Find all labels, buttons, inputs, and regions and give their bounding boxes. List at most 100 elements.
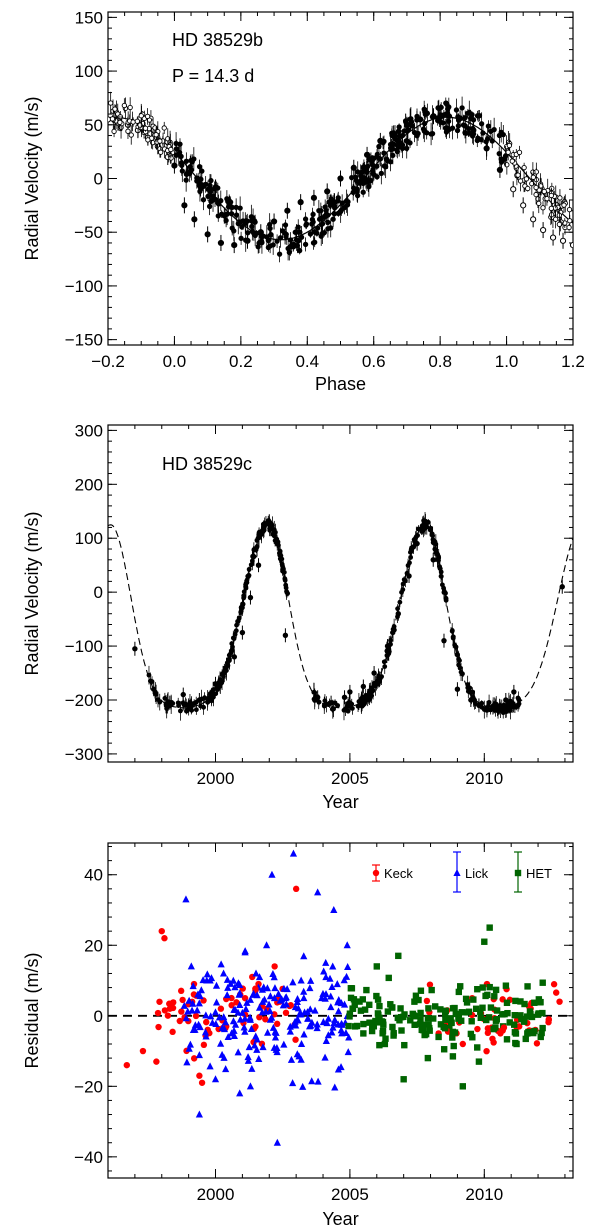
lick-point — [247, 1024, 256, 1032]
het-point — [442, 1007, 449, 1014]
data-point — [470, 695, 476, 700]
data-point — [381, 659, 387, 665]
data-point-open — [544, 195, 550, 202]
data-point — [315, 225, 321, 231]
lick-point — [230, 1026, 238, 1034]
het-point — [457, 983, 464, 990]
het-point — [451, 1029, 459, 1036]
data-point — [497, 703, 503, 709]
het-point — [389, 1023, 396, 1031]
data-point-open — [138, 113, 144, 119]
het-point — [376, 1014, 383, 1022]
lick-point — [304, 1014, 312, 1022]
data-point — [205, 699, 211, 705]
data-point — [430, 540, 436, 545]
keck-point — [550, 981, 558, 988]
lick-point — [240, 1023, 248, 1031]
het-point — [376, 1002, 383, 1010]
lick-point — [343, 941, 351, 949]
lick-point — [299, 1082, 307, 1090]
data-point — [415, 533, 421, 538]
keck-point — [161, 935, 168, 942]
data-point — [318, 221, 325, 228]
lick-point — [212, 981, 221, 989]
het-point — [385, 974, 392, 982]
plot-frame-2 — [107, 424, 574, 763]
lick-point — [236, 1089, 244, 1097]
data-point — [248, 562, 254, 568]
lick-point — [453, 869, 461, 876]
lick-point — [293, 997, 301, 1005]
lick-point — [342, 1029, 350, 1037]
het-point — [486, 924, 493, 931]
data-point — [454, 127, 461, 134]
lick-point — [344, 1048, 352, 1056]
het-point — [451, 1004, 458, 1012]
data-point — [189, 159, 195, 165]
x-tick-label: 2000 — [197, 1185, 235, 1204]
data-point — [421, 106, 427, 112]
lick-point — [264, 1028, 272, 1036]
data-point-open — [158, 149, 164, 155]
lick-point — [253, 991, 261, 999]
data-point-open — [150, 140, 156, 146]
data-point — [297, 247, 303, 254]
keck-point — [423, 997, 431, 1005]
data-point — [369, 688, 375, 694]
data-point — [389, 130, 395, 136]
data-point — [516, 697, 522, 703]
data-point — [350, 705, 355, 711]
lick-point — [337, 1026, 345, 1034]
keck-point — [156, 998, 163, 1005]
x-tick-label: 2010 — [465, 769, 503, 788]
het-point — [447, 1015, 454, 1022]
data-point — [318, 208, 324, 214]
data-point — [217, 239, 225, 247]
het-point — [435, 1033, 442, 1041]
data-point-open — [536, 200, 542, 207]
data-point — [245, 573, 251, 579]
lick-point — [183, 1058, 191, 1066]
data-point-open — [516, 149, 523, 156]
data-point — [384, 648, 390, 654]
data-point — [181, 202, 188, 209]
data-point — [307, 231, 314, 237]
data-point — [316, 699, 322, 705]
lick-point — [322, 1037, 330, 1045]
het-point — [395, 952, 402, 960]
data-point — [407, 560, 412, 566]
lick-point — [331, 1083, 339, 1091]
data-point — [450, 635, 456, 641]
keck-point — [499, 1027, 507, 1034]
lick-point — [268, 870, 276, 878]
het-point — [447, 1019, 455, 1027]
y-tick-label: −40 — [74, 1148, 103, 1167]
lick-point — [234, 1048, 242, 1056]
data-point — [498, 129, 504, 135]
keck-point — [489, 1035, 496, 1042]
het-point — [425, 1021, 432, 1028]
data-point — [496, 151, 502, 157]
het-point — [475, 1058, 483, 1065]
keck-point — [256, 1013, 263, 1021]
data-point — [132, 646, 138, 652]
het-point — [374, 996, 382, 1003]
keck-point — [200, 1041, 208, 1049]
lick-point — [211, 1008, 220, 1016]
data-point-open — [533, 191, 539, 198]
data-point — [360, 683, 367, 690]
lick-point — [313, 1024, 321, 1032]
data-point-open — [567, 218, 573, 224]
y-tick-label: −100 — [65, 277, 103, 296]
data-point — [189, 702, 194, 708]
data-point — [282, 222, 289, 228]
data-point — [462, 123, 468, 129]
data-point — [179, 162, 185, 169]
data-point — [382, 664, 388, 669]
het-point — [346, 1010, 354, 1017]
het-point — [430, 1015, 437, 1022]
lick-point — [260, 983, 268, 991]
data-point — [427, 527, 433, 533]
data-point — [170, 700, 176, 706]
data-point — [226, 199, 233, 205]
